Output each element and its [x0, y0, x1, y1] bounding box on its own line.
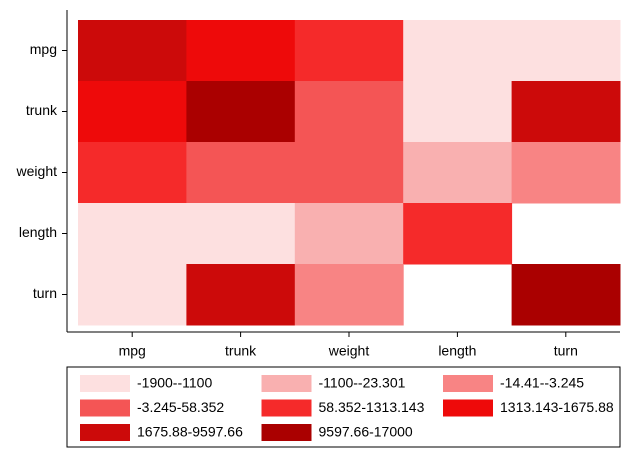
heatmap-cell	[511, 81, 621, 143]
heatmap-cell	[511, 264, 621, 326]
legend-label: 1675.88-9597.66	[137, 424, 243, 440]
x-tick-label: mpg	[119, 343, 146, 359]
x-tick-label: weight	[328, 343, 370, 359]
heatmap-cell	[186, 20, 296, 82]
legend-swatch	[80, 399, 130, 417]
x-tick-label: turn	[554, 343, 578, 359]
legend-label: 9597.66-17000	[319, 424, 413, 440]
legend-swatch	[80, 424, 130, 441]
plot-area: mpg trunk weight length turn mpg trunk weight le…	[16, 20, 621, 359]
legend-swatch	[80, 375, 130, 392]
heatmap-cell	[78, 20, 187, 82]
heatmap-cell	[511, 20, 621, 82]
heatmap-cell	[403, 20, 513, 82]
heatmap-cell	[403, 203, 513, 265]
heatmap-cell	[186, 142, 296, 204]
legend-swatch	[443, 375, 493, 392]
heatmap-cell	[186, 264, 296, 326]
legend-swatch	[261, 424, 312, 441]
y-tick-label: mpg	[30, 41, 57, 57]
x-tick-label: length	[438, 343, 476, 359]
x-tick-label: trunk	[225, 343, 257, 359]
heatmap-cell	[294, 81, 404, 143]
legend-label: 1313.143-1675.88	[500, 399, 614, 415]
heatmap-cell	[78, 264, 187, 326]
heatmap-cell	[403, 142, 513, 204]
legend-label: -3.245-58.352	[137, 399, 224, 415]
heatmap-cell	[294, 203, 404, 265]
y-tick-label: length	[19, 224, 57, 240]
legend-label: -14.41--3.245	[500, 375, 584, 391]
heatmap-cell	[186, 81, 296, 143]
heatmap-cell	[294, 142, 404, 204]
legend-label: 58.352-1313.143	[319, 399, 425, 415]
heatmap-cell	[511, 142, 621, 204]
legend: -1900--1100 -1100--23.301 -14.41--3.245 -3.…	[80, 375, 614, 441]
heatmap-cell	[78, 203, 187, 265]
heatmap-cell	[294, 264, 404, 326]
legend-label: -1900--1100	[137, 375, 212, 391]
legend-swatch	[261, 375, 312, 392]
legend-box	[66, 366, 621, 448]
heatmap-cell	[294, 20, 404, 82]
legend-swatch	[261, 399, 312, 417]
y-tick-label: trunk	[26, 102, 58, 118]
heatmap-cell	[186, 203, 296, 265]
legend-label: -1100--23.301	[319, 375, 406, 391]
y-tick-label: turn	[33, 285, 57, 301]
heatmap-cell	[78, 81, 187, 143]
legend-swatch	[443, 399, 493, 417]
heatmap-cell	[78, 142, 187, 204]
y-tick-label: weight	[16, 163, 58, 179]
heatmap-cell	[403, 81, 513, 143]
